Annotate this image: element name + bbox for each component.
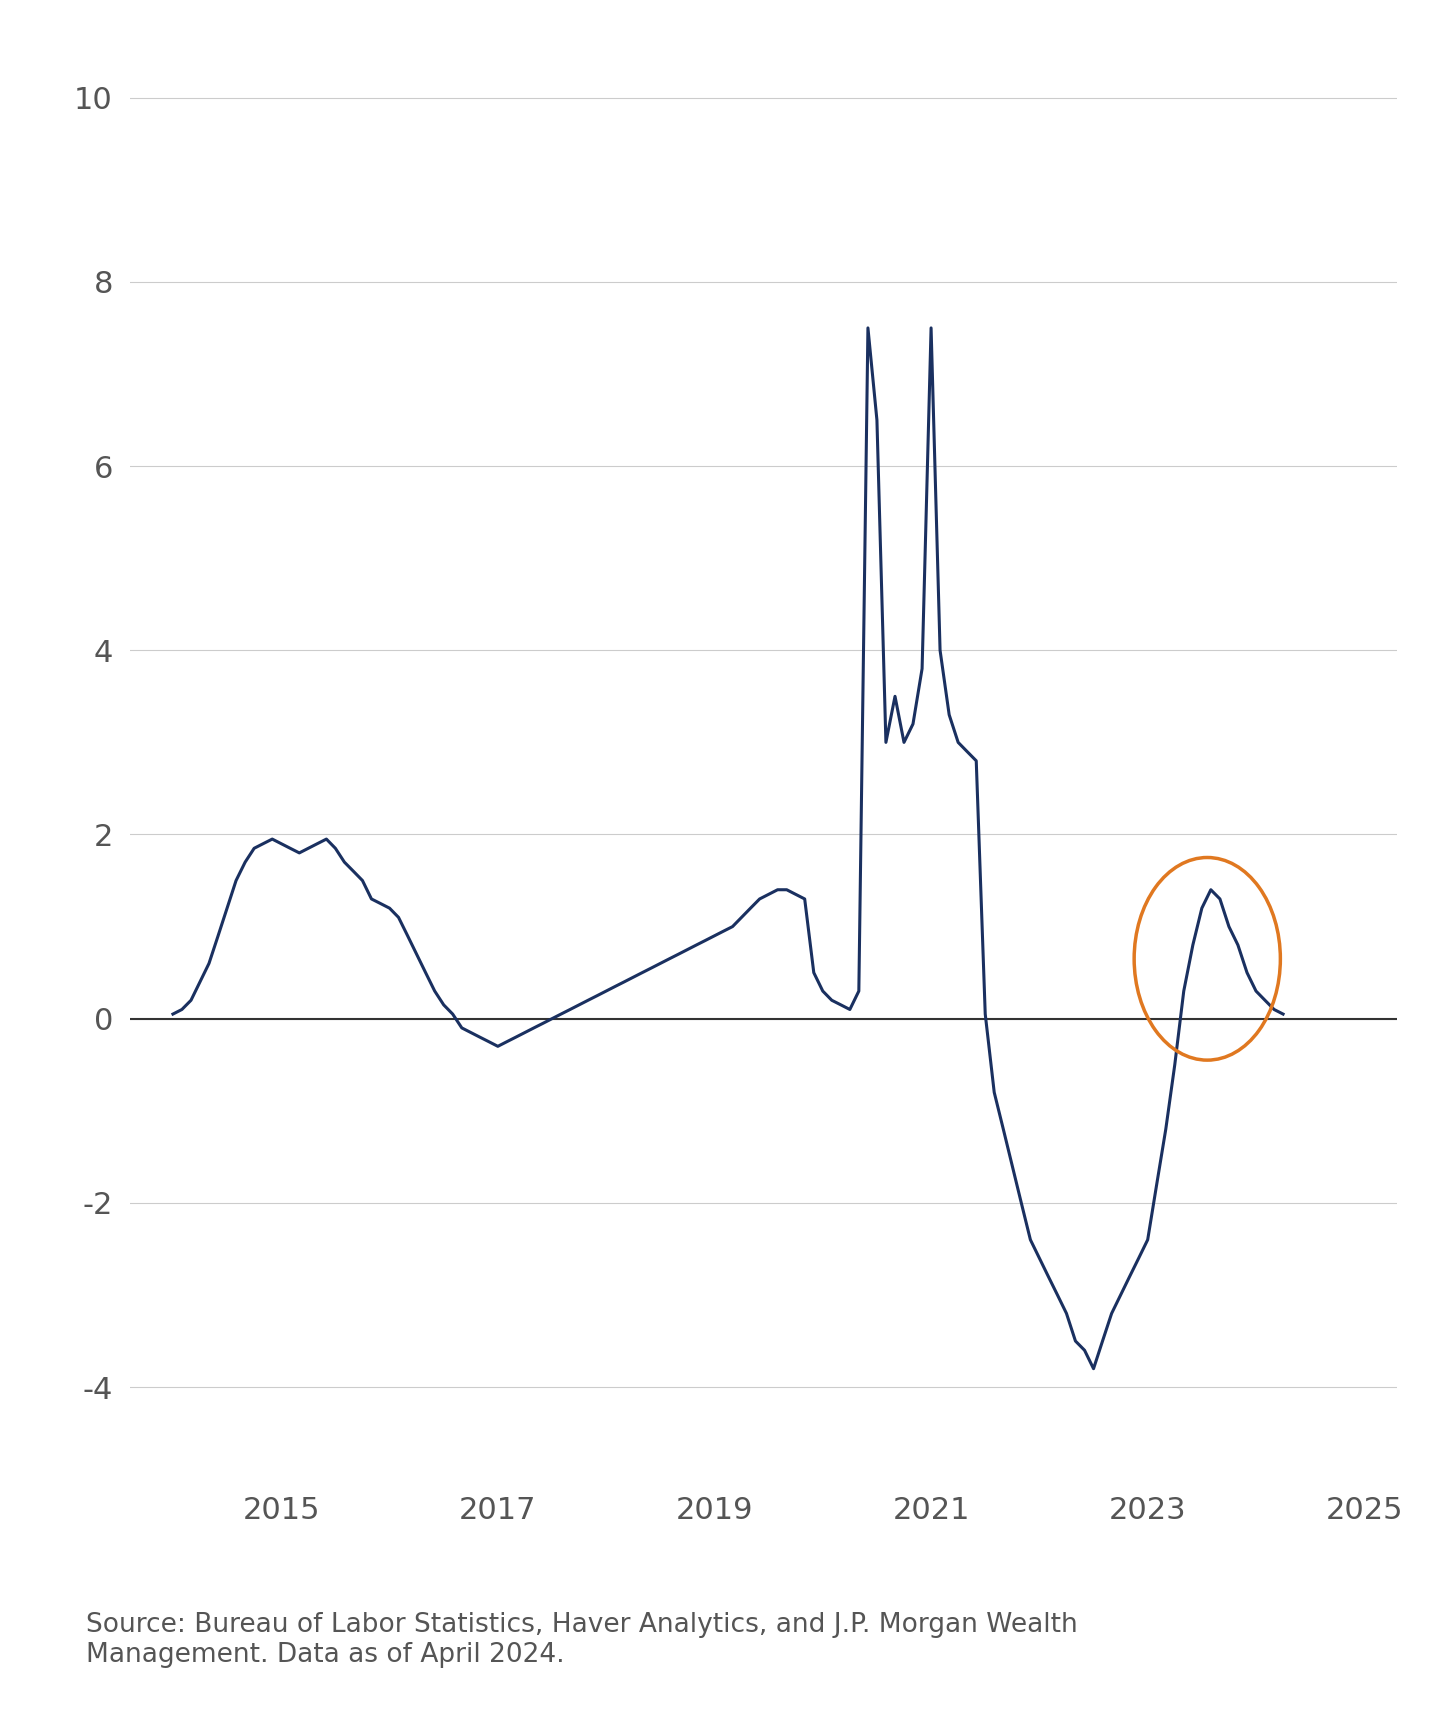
Text: Source: Bureau of Labor Statistics, Haver Analytics, and J.P. Morgan Wealth
Mana: Source: Bureau of Labor Statistics, Have… <box>86 1612 1079 1668</box>
